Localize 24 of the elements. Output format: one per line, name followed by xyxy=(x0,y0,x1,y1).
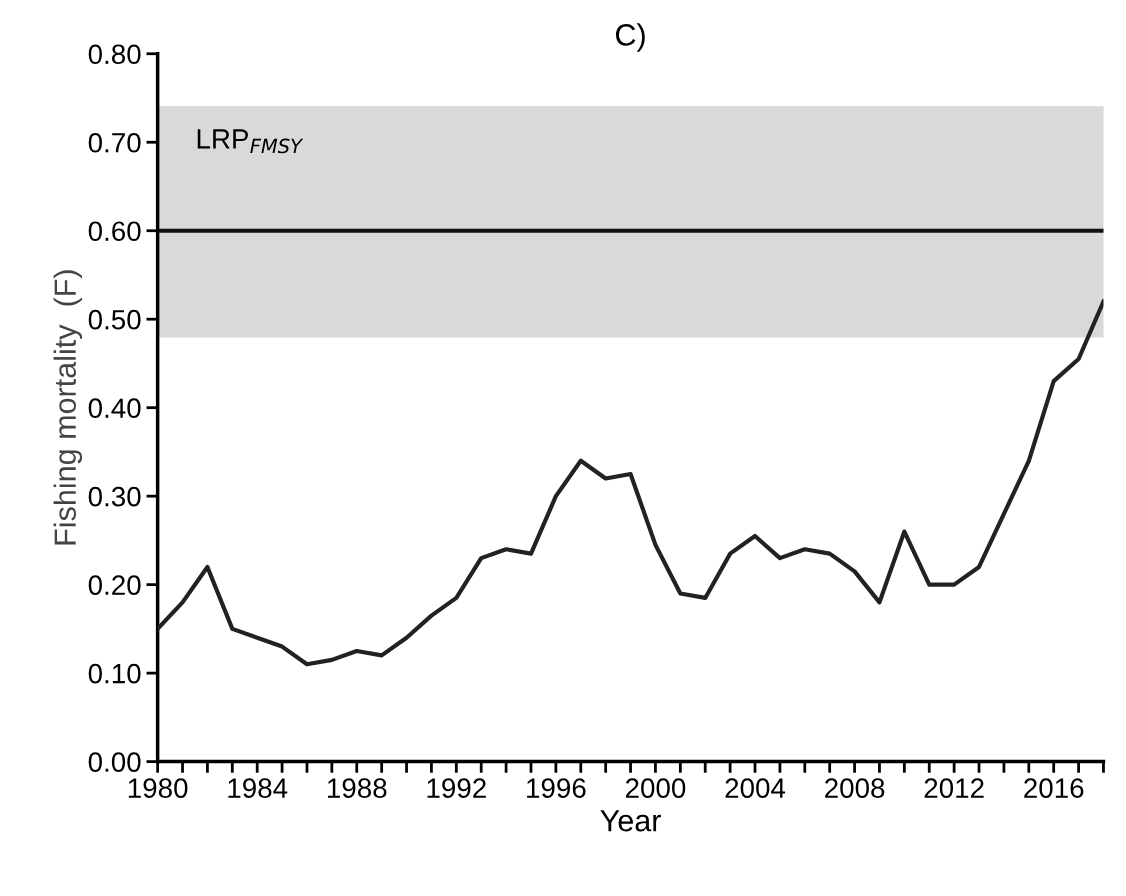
chart-title: C) xyxy=(615,23,645,52)
band-label: LRP$_{FMSY}$ xyxy=(197,129,304,154)
y-tick-label: 0.40 xyxy=(88,398,141,419)
x-tick-label: 2000 xyxy=(625,778,686,798)
x-tick-label: 2004 xyxy=(725,778,786,798)
y-tick-label: 0.80 xyxy=(88,44,141,65)
x-tick-label: 1992 xyxy=(427,778,486,798)
x-axis-title: Year xyxy=(600,810,661,832)
y-tick-label: 0.60 xyxy=(88,221,141,242)
x-tick-label: 2016 xyxy=(1024,778,1084,798)
x-tick-label: 1996 xyxy=(527,778,586,798)
x-tick-label: 2008 xyxy=(825,778,885,798)
x-tick-label: 2012 xyxy=(924,778,984,798)
y-tick-label: 0.00 xyxy=(88,752,141,772)
x-tick-label: 1988 xyxy=(327,778,387,798)
x-tick-label: 1980 xyxy=(128,778,188,798)
y-axis-title: Fishing mortality (F) xyxy=(53,270,83,545)
y-tick-label: 0.30 xyxy=(88,486,141,507)
y-tick-label: 0.10 xyxy=(88,663,141,684)
x-tick-label: 1984 xyxy=(228,778,288,798)
y-tick-label: 0.50 xyxy=(88,309,141,330)
y-tick-label: 0.20 xyxy=(88,575,141,595)
line-series xyxy=(157,299,1104,667)
y-tick-label: 0.70 xyxy=(88,132,141,153)
